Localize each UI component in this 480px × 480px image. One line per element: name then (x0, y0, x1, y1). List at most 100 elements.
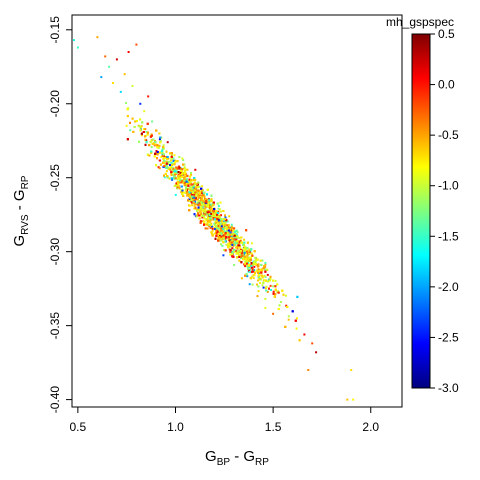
scatter-point (231, 243, 234, 246)
scatter-point (249, 258, 252, 261)
scatter-point (158, 132, 161, 135)
scatter-point (217, 225, 220, 227)
scatter-point (248, 248, 251, 251)
scatter-point (193, 207, 196, 210)
scatter-point (208, 199, 211, 202)
scatter-point (165, 162, 168, 165)
scatter-point (170, 155, 173, 158)
scatter-point (142, 128, 145, 131)
scatter-point (260, 269, 263, 272)
x-tick-label: 2.0 (362, 420, 379, 434)
scatter-point (244, 246, 247, 249)
scatter-point (209, 219, 211, 222)
scatter-point (296, 317, 298, 320)
scatter-point (350, 369, 353, 371)
scatter-point (177, 182, 180, 185)
scatter-point (231, 237, 234, 240)
scatter-point (255, 269, 258, 272)
scatter-point (166, 166, 169, 169)
scatter-point (170, 177, 173, 180)
scatter-point (206, 193, 208, 196)
scatter-point (307, 369, 310, 371)
scatter-point (187, 194, 190, 197)
scatter-point (135, 120, 138, 122)
scatter-point (244, 265, 247, 268)
scatter-point (186, 178, 188, 181)
scatter-point (246, 254, 249, 257)
y-tick-label: -0.30 (48, 238, 62, 266)
scatter-point (272, 279, 274, 282)
scatter-point (227, 242, 230, 245)
scatter-point (210, 213, 213, 215)
scatter-point (159, 141, 162, 144)
scatter-point (200, 203, 203, 206)
scatter-point (236, 247, 239, 250)
scatter-point (204, 205, 207, 208)
scatter-point (226, 227, 229, 230)
scatter-point (200, 198, 203, 201)
colorbar-tick-label: 0.5 (438, 27, 455, 41)
scatter-point (206, 215, 209, 217)
scatter-point (235, 240, 237, 243)
scatter-point (287, 315, 290, 318)
scatter-point (195, 192, 198, 195)
scatter-point (281, 289, 284, 292)
scatter-point (76, 46, 79, 49)
y-tick-label: -0.25 (48, 164, 62, 192)
scatter-point (221, 234, 224, 237)
scatter-point (183, 166, 186, 169)
scatter-point (195, 183, 198, 186)
scatter-point (230, 241, 233, 244)
scatter-point (291, 310, 294, 313)
scatter-point (294, 319, 297, 322)
scatter-point (226, 237, 229, 240)
scatter-point (224, 218, 226, 221)
scatter-point (220, 235, 223, 238)
scatter-point (199, 220, 202, 223)
scatter-point (162, 144, 165, 147)
scatter-point (214, 219, 217, 222)
scatter-point (213, 222, 216, 225)
scatter-point (242, 256, 245, 259)
scatter-point (231, 255, 234, 258)
scatter-point (200, 187, 203, 190)
scatter-point (206, 212, 208, 215)
scatter-point (191, 188, 194, 191)
scatter-point (206, 222, 209, 224)
scatter-point (219, 222, 222, 225)
scatter-point (169, 165, 172, 168)
scatter-point (211, 211, 213, 214)
scatter-point (125, 124, 128, 127)
scatter-point (269, 275, 272, 278)
scatter-point (264, 268, 267, 271)
scatter-point (202, 204, 205, 207)
scatter-point (169, 159, 172, 162)
scatter-point (182, 179, 185, 182)
scatter-point (246, 250, 248, 253)
scatter-point (247, 249, 250, 252)
scatter-point (240, 236, 243, 239)
scatter-point (208, 206, 211, 209)
scatter-point (220, 227, 222, 230)
scatter-point (179, 171, 182, 174)
scatter-point (162, 158, 165, 160)
scatter-point (238, 246, 241, 249)
scatter-point (156, 153, 159, 156)
scatter-point (216, 230, 219, 233)
scatter-point (277, 308, 280, 310)
scatter-point (198, 208, 200, 211)
scatter-point (159, 140, 162, 143)
scatter-point (260, 264, 263, 266)
scatter-point (188, 199, 191, 202)
scatter-point (235, 252, 238, 255)
scatter-point (285, 304, 288, 307)
scatter-point (238, 254, 240, 257)
scatter-point (222, 241, 225, 244)
scatter-point (154, 152, 157, 155)
scatter-point (163, 155, 165, 158)
scatter-point (241, 241, 243, 244)
scatter-point (210, 231, 213, 234)
scatter-point (100, 76, 103, 79)
scatter-point (225, 236, 228, 239)
scatter-point (273, 295, 276, 298)
